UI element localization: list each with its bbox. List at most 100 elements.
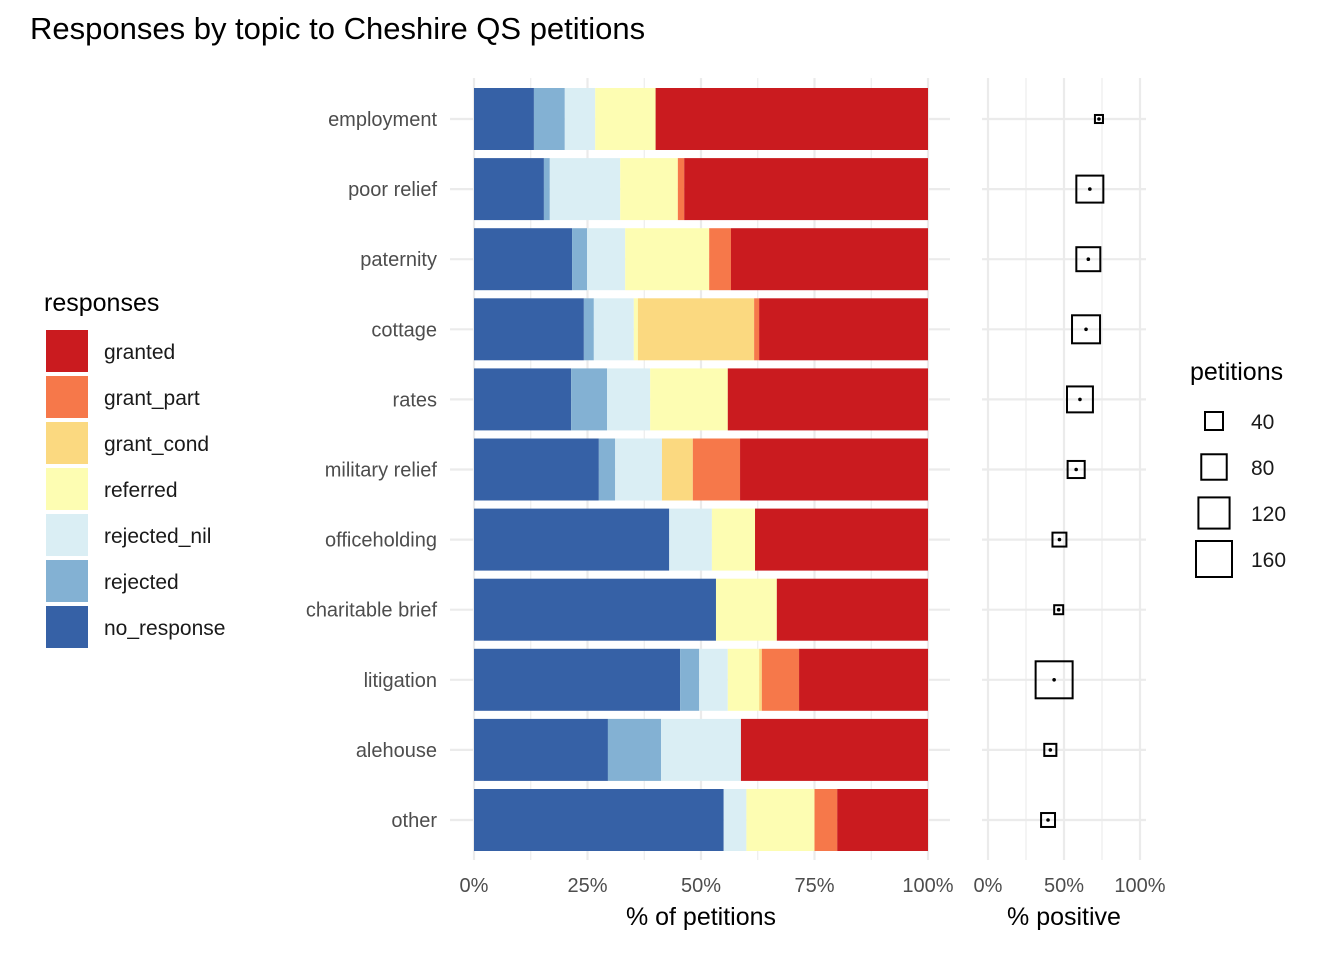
bar-segment-rejected [571,368,608,431]
legend-swatch-rejected [46,560,88,602]
bar-segment-referred [633,298,638,361]
x-tick-label-right: 50% [1044,875,1084,897]
x-tick-label: 0% [460,875,489,897]
size-legend-label: 80 [1251,457,1274,480]
petitions-square [1075,174,1105,204]
bar-segment-rejected [583,298,594,361]
positive-point [1048,748,1053,752]
legend-title-responses: responses [44,289,159,317]
bar-segment-rejected [572,228,588,291]
petitions-square [1065,385,1094,414]
bar-segment-rejected_nil [564,88,596,150]
size-legend-label: 160 [1251,549,1286,572]
bar-segment-rejected [680,648,700,711]
legend-label: no_response [104,617,225,640]
bar-segment-no_response [474,508,670,571]
bar-segment-no_response [474,438,599,501]
bar-segment-no_response [474,648,681,711]
petitions-square [1040,812,1057,828]
bar-segment-no_response [474,718,608,781]
bar-segment-grant_part [754,298,760,361]
bar-segment-rejected_nil [661,718,741,781]
bar-segment-rejected_nil [587,228,626,291]
bar-segment-grant_cond [637,298,755,361]
x-axis-title-bars: % of petitions [626,903,776,931]
category-label: other [391,810,437,832]
bar-segment-granted [759,298,928,361]
bar-segment-granted [684,158,928,221]
bar-segment-granted [655,88,928,150]
category-label: military relief [325,460,438,482]
x-tick-label: 25% [567,875,607,897]
bar-segment-granted [837,789,928,851]
category-label: employment [328,109,437,131]
positive-point [1052,678,1056,682]
bar-segment-granted [776,578,928,641]
petitions-square [1051,531,1068,548]
x-axis-title-positive: % positive [1007,903,1121,931]
positive-point [1056,607,1061,612]
legend-label: grant_cond [104,433,209,456]
bar-segment-no_response [474,88,534,150]
bar-segment-referred [620,158,678,221]
x-tick-label-right: 100% [1114,875,1165,897]
category-label: cottage [371,319,437,341]
bar-segment-rejected [543,158,550,221]
legend-swatch-no_response [46,606,88,648]
bar-segment-rejected_nil [593,298,634,361]
bar-segment-referred [715,578,777,641]
legend-swatch-grant_part [46,376,88,418]
x-tick-label: 75% [794,875,834,897]
bar-segment-no_response [474,578,716,641]
positive-point [1088,187,1092,191]
bar-segment-referred [650,368,728,431]
petitions-square [1043,742,1058,757]
bar-segment-rejected_nil [549,158,621,221]
bar-segment-grant_cond [759,648,762,711]
category-label: alehouse [356,740,437,762]
bar-segment-referred [595,88,656,150]
petitions-square [1066,459,1086,480]
positive-point [1046,818,1050,822]
size-legend-label: 40 [1251,411,1274,434]
size-legend-label: 120 [1251,503,1286,526]
bar-segment-rejected_nil [669,508,712,571]
bar-segment-rejected_nil [607,368,651,431]
bar-segment-rejected [533,88,565,150]
bar-segment-granted [799,648,928,711]
bar-segment-rejected [598,438,616,501]
category-label: paternity [360,249,437,271]
petitions-square [1071,314,1102,345]
bar-segment-no_response [474,298,584,361]
bar-segment-referred [711,508,756,571]
category-label: litigation [364,670,437,692]
positive-point [1078,397,1082,402]
size-legend-square [1200,453,1228,481]
positive-point [1057,537,1062,542]
legend-swatch-granted [46,330,88,372]
x-tick-label: 100% [902,875,953,897]
bar-segment-rejected_nil [615,438,662,501]
positive-point [1084,327,1088,332]
bar-segment-rejected_nil [723,789,747,851]
positive-point [1074,467,1078,472]
legend-swatch-rejected_nil [46,514,88,556]
positive-point [1086,257,1091,262]
bar-segment-grant_part [677,158,685,221]
petitions-square [1075,246,1102,273]
legend-swatch-referred [46,468,88,510]
category-label: poor relief [348,179,437,201]
bar-segment-granted [740,438,928,501]
positive-point [1097,117,1101,121]
legend-label: grant_part [104,387,200,410]
bar-segment-grant_part [761,648,800,711]
category-label: officeholding [325,530,437,552]
bar-segment-grant_part [709,228,731,291]
bar-segment-granted [755,508,928,571]
bar-segment-grant_part [814,789,838,851]
x-tick-label: 50% [681,875,721,897]
bar-segment-referred [746,789,815,851]
category-label: charitable brief [306,600,438,622]
bar-segment-no_response [474,158,544,221]
